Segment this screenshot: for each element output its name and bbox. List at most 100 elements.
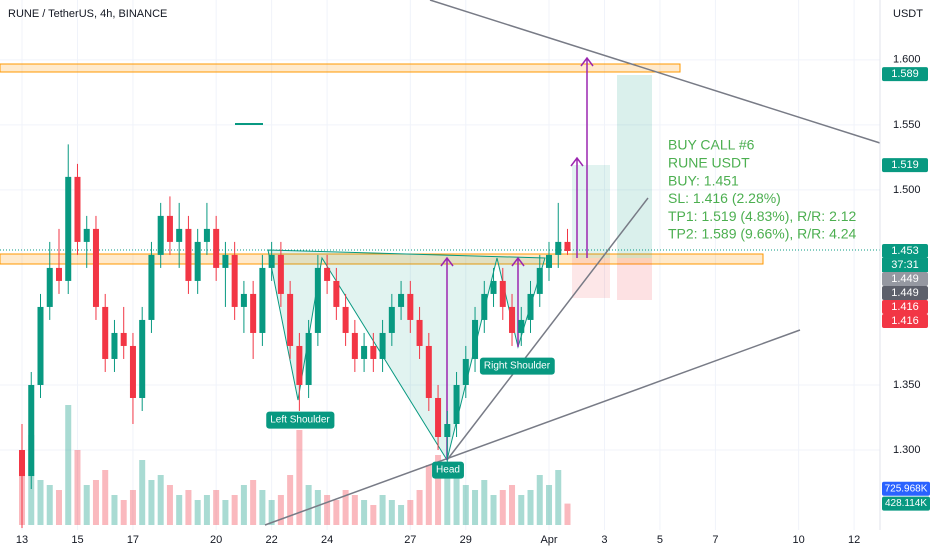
x-tick-label: 24 [321,534,333,546]
y-tick-label: 1.600 [893,54,921,66]
volume-bar [361,500,368,525]
volume-bar [185,490,192,525]
candle-body [314,267,321,333]
candle-body [527,293,534,320]
candle-body [194,241,201,281]
candle-body [324,267,331,281]
volume-bar [462,485,469,525]
price-label: 1.519 [891,159,919,171]
volume-bar [213,490,220,525]
volume-bar [148,480,155,525]
support-zone [0,253,764,265]
pattern-label-box [432,461,464,479]
countdown-box [882,258,928,273]
candle-body [148,254,155,320]
candle-body [444,424,451,438]
volume-bar [472,490,479,525]
candle-body [388,306,395,333]
candle-body [120,332,127,346]
chart-title: RUNE / TetherUS, 4h, BINANCE [8,8,167,20]
candle-body [46,267,53,307]
trendline [446,197,649,461]
candle-body [203,228,210,242]
volume-bar [240,485,247,525]
candle-body [499,280,506,307]
y-axis-label: USDT [893,8,923,20]
volume-bar [555,470,562,525]
note-line: TP2: 1.589 (9.66%), R/R: 4.24 [668,226,857,242]
volume-bar [222,500,229,525]
candle-body [481,293,488,320]
volume-bar [416,490,423,525]
volume-bar [139,460,146,525]
volume-bar [194,500,201,525]
candle-body [55,267,62,281]
pattern-label: Left Shoulder [270,415,330,426]
x-tick-label: 13 [16,534,28,546]
volume-bar [287,475,294,525]
volume-bar [74,450,81,525]
volume-bar [231,495,238,525]
volume-bar [564,503,571,525]
volume-bar [37,480,44,525]
volume-bar [259,490,266,525]
candle-body [472,319,479,359]
candle-body [564,241,571,252]
price-label: 1.449 [891,273,919,285]
candle-body [462,358,469,385]
volume-label-box [882,481,930,496]
candle-body [379,332,386,359]
pattern-label: Right Shoulder [484,361,551,372]
candle-body [259,267,266,333]
volume-bar [481,480,488,525]
candle-body [546,254,553,268]
volume-label: 725.968K [885,483,928,494]
volume-bar [250,480,257,525]
price-label-box [882,300,928,315]
volume-bar [398,505,405,525]
candle-body [425,345,432,398]
pattern-label-box [266,411,335,429]
volume-bar [509,485,516,525]
x-tick-label: 22 [266,534,278,546]
candle-body [129,345,136,398]
volume-bar [388,500,395,525]
candle-body [139,319,146,398]
volume-bar [176,495,183,525]
candle-body [361,345,368,359]
resistance-zone [0,63,681,73]
price-label-box [882,158,928,173]
volume-bar [120,500,127,525]
candle-body [453,384,460,424]
volume-bar [305,485,312,525]
candle-body [102,306,109,359]
candle-body [83,228,90,242]
candle-body [231,254,238,307]
countdown: 37:31 [891,259,919,271]
volume-bar [379,495,386,525]
volume-bar [129,490,136,525]
candle-body [555,241,562,255]
volume-bar [342,490,349,525]
candle-body [518,319,525,333]
volume-bar [83,485,90,525]
candle-body [268,254,275,268]
candle-body [351,332,358,359]
arrow [580,56,594,258]
volume-bar [55,490,62,525]
note-line: BUY: 1.451 [668,172,739,188]
tp1-zone [572,165,610,258]
price-label-box [882,286,928,301]
volume-bar [324,495,331,525]
volume-bar [546,485,553,525]
candle-body [435,397,442,438]
candle-body [37,306,44,385]
candle-body [250,293,257,333]
candle-body [305,332,312,385]
x-tick-label: 7 [712,534,718,546]
candle-body [370,345,377,359]
x-tick-label: 27 [404,534,416,546]
candle-body [157,215,164,255]
volume-bar [536,475,543,525]
